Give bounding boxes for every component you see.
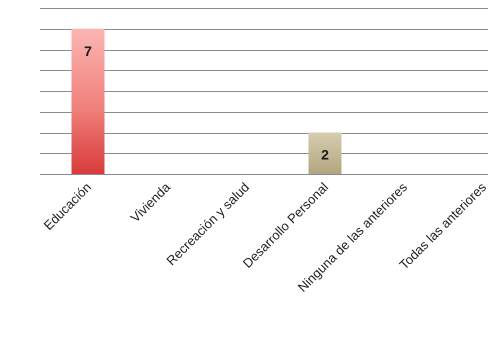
gridlines [40, 8, 488, 175]
category-label-2: Recreación y salud [163, 180, 252, 269]
bars [71, 28, 342, 174]
category-label-1: Vivienda [127, 179, 173, 225]
bar-3 [308, 132, 342, 174]
category-label-5: Todas las anteriores [396, 179, 489, 272]
data-label-0: 7 [84, 43, 92, 59]
bar-0 [71, 28, 105, 174]
category-label-3: Desarrollo Personal [240, 179, 331, 270]
data-labels: 72 [84, 43, 329, 163]
data-label-3: 2 [321, 147, 329, 163]
category-label-0: Educación [41, 180, 95, 234]
